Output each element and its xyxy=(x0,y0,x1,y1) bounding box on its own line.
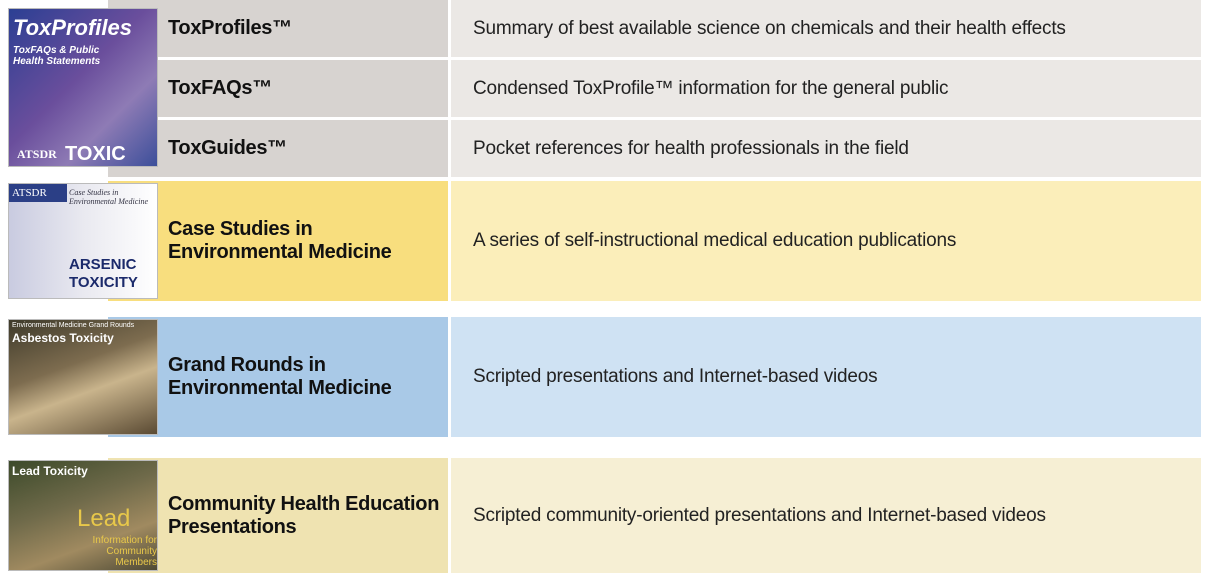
thumbnail-text: Case Studies in Environmental Medicine xyxy=(69,188,149,206)
thumbnail-text: Arsenic Toxicity xyxy=(69,256,138,291)
thumbnail-text: TOXIC xyxy=(65,143,126,165)
description-cell: Summary of best available science on che… xyxy=(451,0,1201,57)
description-cell: Scripted community-oriented presentation… xyxy=(451,458,1201,573)
thumbnail: ATSDR Case Studies in Environmental Medic… xyxy=(8,183,158,299)
title-cell: ToxProfiles™ xyxy=(108,0,448,57)
description-cell: Pocket references for health professiona… xyxy=(451,120,1201,177)
thumbnail-text: Lead xyxy=(77,505,131,532)
title-cell: Grand Rounds in Environmental Medicine xyxy=(108,317,448,437)
title-cell: Community Health Education Presentations xyxy=(108,458,448,573)
description-cell: Condensed ToxProfile™ information for th… xyxy=(451,60,1201,117)
thumbnail-text: Information for Community Members xyxy=(92,535,157,568)
thumbnail-text: Environmental Medicine Grand Rounds xyxy=(12,322,135,329)
thumbnail: ToxProfiles ToxFAQs & Public Health State… xyxy=(8,8,158,167)
thumbnail: Environmental Medicine Grand Rounds Asbes… xyxy=(8,319,158,435)
thumbnail-text: ATSDR xyxy=(9,184,67,202)
thumbnail-text: ATSDR xyxy=(17,147,57,161)
description-cell: Scripted presentations and Internet-base… xyxy=(451,317,1201,437)
thumbnail: Lead Toxicity Lead Information for Communi… xyxy=(8,460,158,571)
thumbnail-text: Lead Toxicity xyxy=(12,464,88,478)
description-cell: A series of self-instructional medical e… xyxy=(451,181,1201,301)
thumbnail-text: ToxProfiles xyxy=(13,15,132,40)
title-cell: ToxFAQs™ xyxy=(108,60,448,117)
thumbnail-text: Asbestos Toxicity xyxy=(12,331,114,345)
title-cell: Case Studies in Environmental Medicine xyxy=(108,181,448,301)
thumbnail-text: ToxFAQs & Public Health Statements xyxy=(13,45,101,67)
title-cell: ToxGuides™ xyxy=(108,120,448,177)
